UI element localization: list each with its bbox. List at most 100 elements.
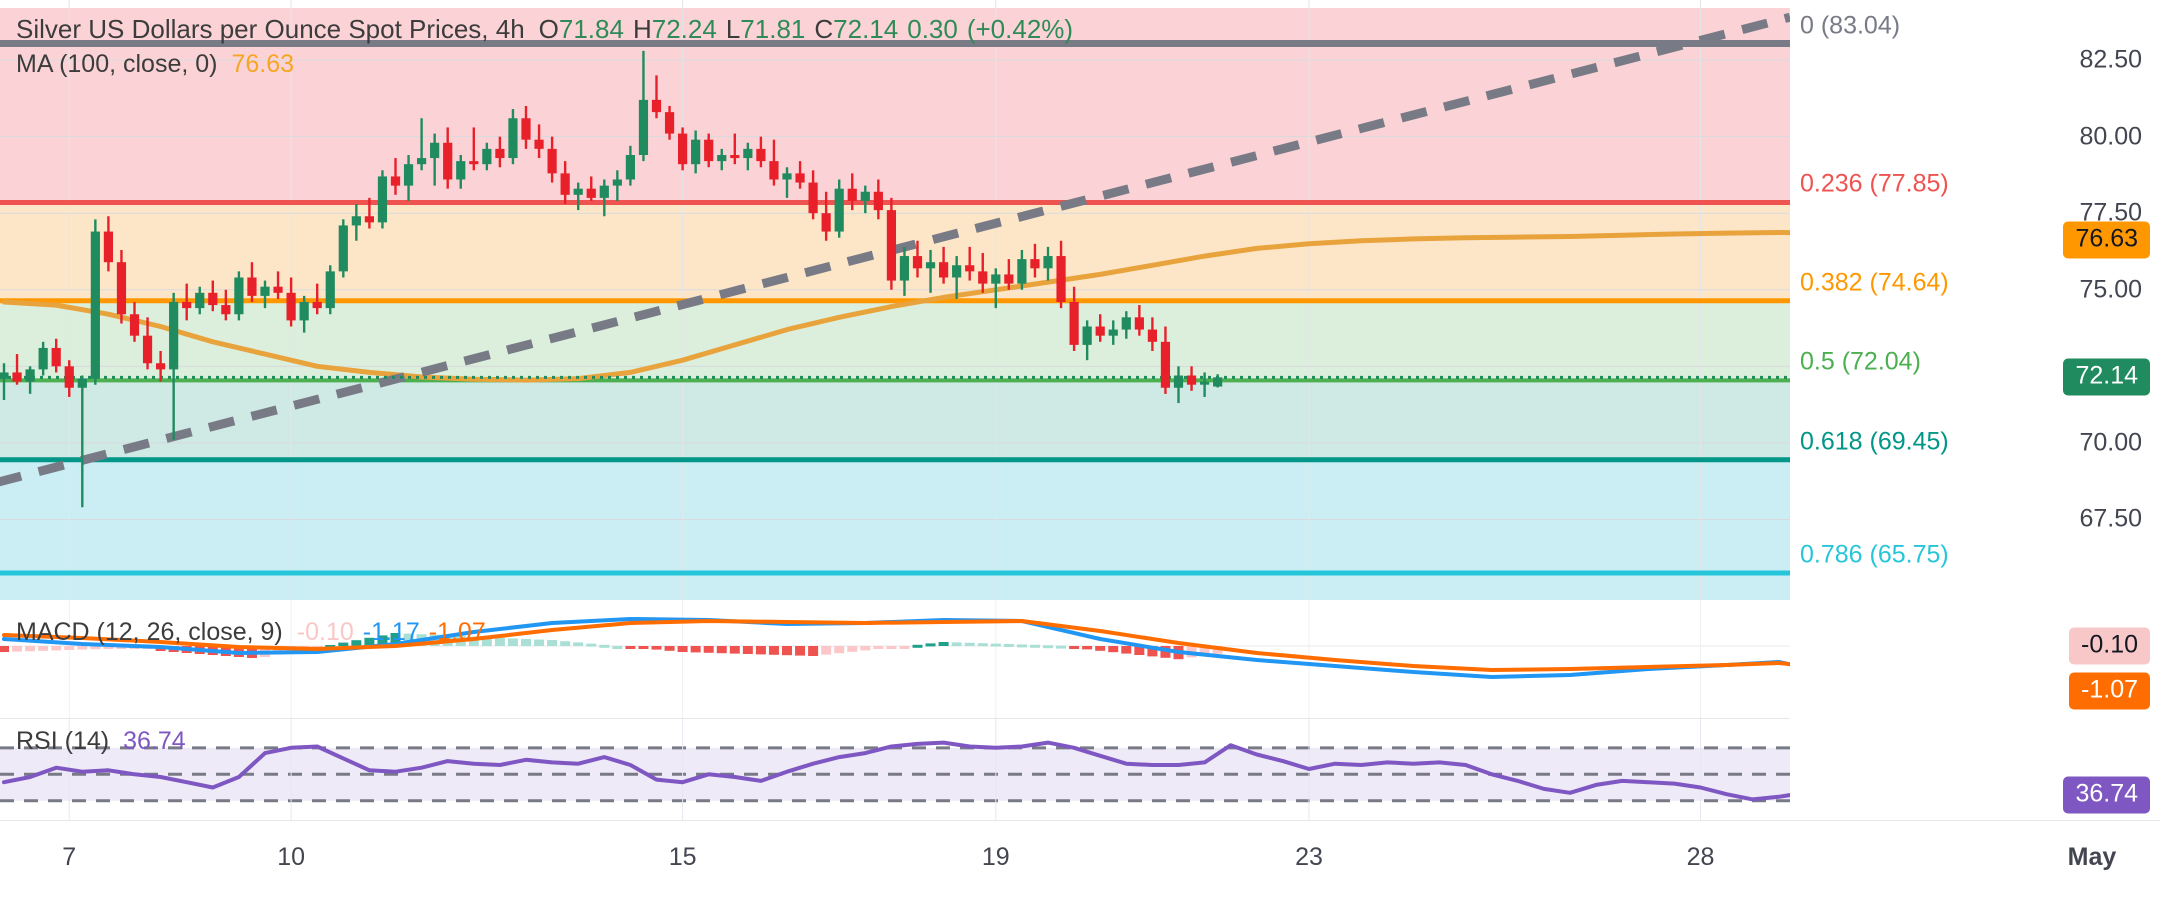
candle — [795, 161, 805, 189]
candle — [1082, 320, 1092, 361]
macd-hist-bar — [1056, 645, 1067, 649]
candle — [952, 256, 962, 299]
fib-band-0 — [0, 8, 1790, 203]
candle — [182, 283, 192, 321]
rsi-canvas — [0, 718, 1790, 820]
candle — [208, 280, 218, 312]
macd-signal-badge: -0.10 — [2069, 627, 2150, 665]
macd-hist-bar — [25, 646, 36, 652]
macd-hist-bar — [403, 633, 414, 646]
candle — [1108, 320, 1118, 345]
macd-hist-bar — [847, 646, 858, 652]
rsi-value-badge: 36.74 — [2063, 776, 2150, 814]
price-pane[interactable] — [0, 0, 2160, 600]
candle — [873, 179, 883, 220]
candle — [169, 292, 179, 440]
candle — [508, 109, 518, 165]
rsi-plot-area[interactable] — [0, 718, 1790, 820]
candle — [912, 240, 923, 278]
macd-hist-bar — [677, 646, 688, 652]
rsi-pane[interactable] — [0, 718, 2160, 820]
candle — [195, 286, 205, 315]
macd-hist-bar — [873, 646, 884, 649]
macd-hist-bar — [599, 644, 610, 648]
macd-hist-bar — [729, 646, 740, 654]
macd-hist-bar — [1043, 645, 1053, 649]
price-tick-label: 75.00 — [2079, 275, 2142, 304]
candle — [156, 351, 166, 382]
candle — [51, 338, 61, 373]
macd-hist-bar — [716, 646, 727, 654]
candle — [1056, 240, 1066, 309]
candle — [456, 155, 466, 189]
candle — [1213, 374, 1223, 388]
candle — [991, 268, 1001, 309]
macd-hist-bar — [1147, 646, 1158, 657]
time-tick-label: 19 — [981, 843, 1010, 871]
macd-plot-area[interactable] — [0, 600, 1790, 718]
candle — [886, 197, 896, 290]
candle — [221, 289, 231, 321]
candle — [312, 283, 322, 315]
candle — [338, 219, 348, 278]
candle — [743, 142, 753, 171]
candle — [286, 277, 296, 327]
candle — [782, 167, 792, 198]
time-axis[interactable]: 7 10 15 19 23 28 May — [0, 820, 2160, 902]
macd-hist-bar — [1016, 644, 1027, 648]
macd-hist-bar — [625, 646, 636, 649]
ma-value-badge: 76.63 — [2063, 221, 2150, 259]
candle — [756, 136, 766, 168]
macd-hist-bar — [768, 646, 779, 655]
candle — [1069, 286, 1079, 351]
last-price-badge: 72.14 — [2063, 358, 2150, 396]
candle — [430, 133, 440, 186]
candle — [25, 366, 35, 394]
price-tick-label: 70.00 — [2079, 428, 2142, 457]
macd-hist-bar — [899, 646, 910, 649]
price-plot-area[interactable] — [0, 0, 1790, 600]
candle — [1095, 314, 1105, 342]
time-tick-label: 10 — [277, 843, 305, 871]
macd-hist-bar — [703, 646, 714, 653]
macd-hist-bar — [977, 643, 988, 647]
macd-hist-bar — [925, 643, 936, 647]
macd-hist-bar — [1082, 646, 1093, 650]
macd-hist-bar — [64, 646, 75, 650]
fib-band-2 — [0, 300, 1790, 381]
macd-hist-bar — [390, 633, 401, 646]
macd-hist-bar — [886, 646, 897, 649]
macd-pane[interactable] — [0, 600, 2160, 718]
candle — [234, 271, 244, 321]
candle — [469, 127, 479, 171]
candle — [351, 204, 361, 241]
candle — [678, 127, 688, 171]
candle — [103, 216, 113, 272]
macd-hist-bar — [1108, 646, 1119, 653]
candle — [38, 341, 48, 376]
macd-hist-bar — [547, 640, 558, 646]
time-tick-label: May — [2067, 843, 2117, 871]
time-tick-label: 7 — [62, 843, 77, 871]
macd-hist-bar — [494, 637, 505, 646]
candle — [1147, 317, 1157, 351]
candle — [534, 124, 544, 159]
macd-hist-bar — [782, 646, 792, 656]
macd-hist-bar — [521, 639, 531, 646]
macd-signal-line — [2, 619, 1790, 672]
macd-hist-bar — [664, 646, 675, 651]
price-scale[interactable] — [1790, 0, 2160, 600]
candle — [495, 136, 505, 168]
macd-hist-bar — [742, 646, 753, 654]
candle — [142, 317, 153, 370]
candle — [599, 179, 609, 217]
candle — [299, 295, 309, 333]
candle — [260, 280, 270, 309]
candle — [273, 271, 283, 299]
candle — [978, 253, 988, 293]
candle — [77, 375, 87, 508]
macd-hist-bar — [12, 646, 23, 652]
candle — [860, 185, 870, 214]
macd-hist-bar — [964, 642, 975, 646]
rsi-line — [2, 740, 1790, 802]
